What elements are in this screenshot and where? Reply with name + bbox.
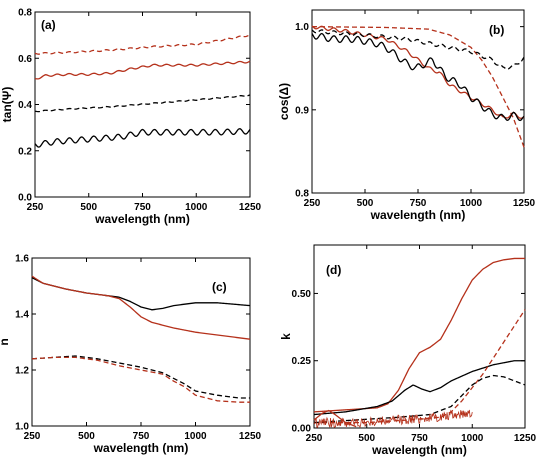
- series-line-black-dashed: [31, 355, 250, 399]
- series-line-red-solid: [31, 275, 251, 340]
- y-axis-label: tan(Ψ): [0, 87, 14, 123]
- x-axis-label: wavelength (nm): [370, 208, 466, 222]
- panel-label: (c): [212, 280, 227, 294]
- x-tick-label: 500: [78, 431, 95, 442]
- x-tick-label: 1250: [513, 198, 536, 209]
- y-tick-label: 0.00: [292, 424, 312, 435]
- x-tick-label: 250: [304, 198, 321, 209]
- x-axis-label: wavelength (nm): [94, 212, 190, 226]
- y-tick-label: 0.0: [18, 193, 32, 204]
- x-axis-label: wavelength (nm): [371, 443, 467, 457]
- series-line-black-solid: [313, 360, 525, 416]
- y-tick-label: 0.6: [18, 54, 32, 65]
- y-tick-label: 1.6: [15, 254, 29, 265]
- panel-label: (b): [489, 23, 504, 37]
- series-line-red-dashed: [311, 25, 525, 148]
- x-tick-label: 250: [24, 431, 41, 442]
- x-axis-label: wavelength (nm): [93, 441, 189, 455]
- y-axis-label: cos(Δ): [277, 83, 291, 120]
- series-line-black-dashed: [311, 29, 525, 70]
- x-tick-label: 1250: [239, 202, 262, 213]
- y-axis-label: k: [279, 333, 293, 340]
- series-line-black-dashed: [34, 94, 251, 113]
- panel-label: (a): [41, 18, 56, 32]
- y-tick-label: 1.2: [15, 366, 29, 377]
- series-line-red-dashed: [314, 309, 526, 424]
- series-line-red-solid: [34, 60, 251, 80]
- x-tick-label: 1000: [460, 198, 483, 209]
- y-tick-label: 0.9: [295, 105, 309, 116]
- y-tick-label: 1.4: [15, 310, 29, 321]
- panel-label: (d): [326, 263, 341, 277]
- series-line-red-dashed: [34, 34, 251, 55]
- y-axis-label: n: [0, 338, 11, 345]
- panel-a: 250 500 750 1000 1250 0.0 0.2 0.4 0.6 0.8 waveleng…: [0, 8, 262, 227]
- panel-c: 250 500 750 1000 1250 1.0 1.2 1.4 1.6 wavelength …: [0, 254, 262, 456]
- x-tick-label: 750: [133, 431, 150, 442]
- series-line-red-solid: [313, 409, 473, 429]
- y-tick-label: 0.8: [18, 8, 32, 19]
- x-tick-label: 500: [80, 202, 97, 213]
- series-line-red-solid: [313, 409, 357, 428]
- y-tick-label: 0.25: [292, 356, 312, 367]
- x-tick-label: 1000: [184, 431, 207, 442]
- plot-frame: [313, 244, 526, 429]
- x-tick-label: 1250: [239, 431, 262, 442]
- series-line-black-solid: [34, 128, 251, 148]
- x-tick-label: 250: [306, 433, 323, 444]
- plot-frame: [34, 11, 251, 198]
- y-tick-label: 1.0: [295, 22, 309, 33]
- panel-b: 250 500 750 1000 1250 0.8 0.9 1.0 wavelength (nm…: [277, 9, 536, 222]
- x-tick-label: 750: [411, 433, 428, 444]
- y-tick-label: 0.4: [18, 100, 32, 111]
- series-line-red-solid: [311, 25, 525, 119]
- x-tick-label: 500: [358, 433, 375, 444]
- x-tick-label: 1000: [461, 433, 484, 444]
- x-tick-label: 750: [134, 202, 151, 213]
- x-tick-label: 250: [27, 202, 44, 213]
- x-tick-label: 1250: [514, 433, 537, 444]
- y-tick-label: 0.50: [292, 289, 312, 300]
- series-line-black-solid: [311, 32, 525, 122]
- y-tick-label: 1.0: [15, 422, 29, 433]
- x-tick-label: 750: [410, 198, 427, 209]
- series-line-red-dashed: [31, 356, 250, 403]
- y-tick-label: 0.2: [18, 146, 32, 157]
- panel-d: 250 500 750 1000 1250 0.00 0.25 0.50 wavelength …: [279, 244, 537, 457]
- y-tick-label: 0.8: [295, 189, 309, 200]
- x-tick-label: 1000: [185, 202, 208, 213]
- series-line-red-solid: [313, 257, 525, 413]
- x-tick-label: 500: [357, 198, 374, 209]
- series-line-black-dashed: [313, 374, 526, 424]
